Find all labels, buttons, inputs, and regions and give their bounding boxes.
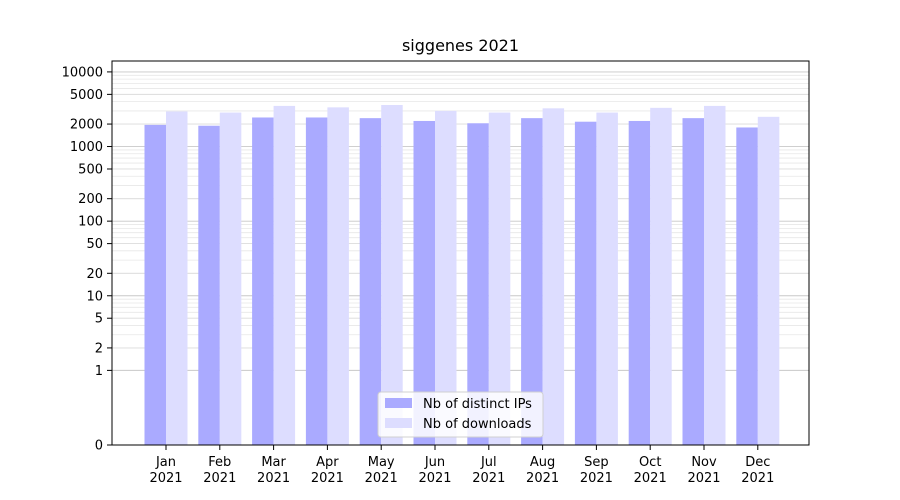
x-tick-label: Nov 2021 — [687, 455, 720, 486]
y-tick-label: 100 — [78, 215, 103, 230]
x-tick-label: Dec 2021 — [741, 455, 774, 486]
downloads-bar — [650, 107, 672, 446]
y-tick-label: 200 — [78, 192, 103, 207]
chart-title: siggenes 2021 — [402, 36, 519, 55]
x-tick-label: Feb 2021 — [203, 455, 236, 486]
distinct-ips-bar — [736, 127, 758, 445]
distinct-ips-bar — [682, 118, 704, 446]
distinct-ips-bar — [413, 120, 435, 445]
legend-box — [377, 391, 544, 438]
downloads-bar — [166, 111, 188, 445]
y-tick-label: 2000 — [70, 118, 103, 133]
distinct-ips-bar — [198, 125, 220, 446]
y-tick-label: 5000 — [70, 88, 103, 103]
x-tick-label: Jul 2021 — [472, 455, 505, 486]
distinct-ips-bar — [467, 123, 489, 445]
distinct-ips-bar — [521, 118, 543, 446]
distinct-ips-bar — [252, 117, 274, 446]
y-tick-label: 1 — [95, 364, 103, 379]
legend: Nb of distinct IPs Nb of downloads — [377, 391, 544, 438]
plot-area-frame — [111, 60, 810, 446]
legend-swatch-downloads — [385, 418, 412, 428]
y-tick-label: 10 — [86, 289, 103, 304]
x-tick-label: Jun 2021 — [418, 455, 451, 486]
y-tick-label: 0 — [95, 439, 103, 454]
downloads-bar — [381, 105, 403, 445]
legend-swatch-distinct-ips — [385, 398, 412, 408]
x-tick-label: Jan 2021 — [149, 455, 182, 486]
x-tick-label: Oct 2021 — [634, 455, 667, 486]
y-tick-label: 50 — [86, 237, 103, 252]
downloads-bar — [435, 110, 457, 446]
y-tick-label: 20 — [86, 267, 103, 282]
downloads-bar — [542, 108, 565, 445]
distinct-ips-bar — [628, 120, 651, 445]
y-tick-label: 5 — [95, 312, 103, 327]
distinct-ips-bar — [574, 121, 597, 446]
x-tick-label: Sep 2021 — [580, 455, 613, 486]
x-tick-label: Aug 2021 — [526, 455, 559, 486]
x-tick-label: May 2021 — [365, 455, 398, 486]
x-tick-label: Mar 2021 — [257, 455, 290, 486]
downloads-bar — [273, 105, 296, 446]
distinct-ips-bar — [144, 124, 166, 445]
downloads-bar — [219, 112, 242, 445]
y-axis: 0 1 2 5 10 20 50 100 200 500 1000 2000 5000 10000 — [62, 65, 112, 454]
legend-label-distinct-ips: Nb of distinct IPs — [423, 397, 532, 412]
y-tick-label: 1000 — [70, 140, 103, 155]
x-tick-label: Apr 2021 — [311, 455, 344, 486]
distinct-ips-bar — [359, 118, 382, 446]
downloads-bar — [757, 116, 780, 446]
y-tick-label: 2 — [95, 341, 103, 356]
legend-label-downloads: Nb of downloads — [423, 417, 532, 432]
y-tick-label: 500 — [78, 162, 103, 177]
y-tick-label: 10000 — [62, 65, 103, 80]
distinct-ips-bar — [305, 117, 328, 446]
downloads-bar — [327, 107, 349, 446]
bars — [144, 105, 780, 446]
downloads-bar — [704, 105, 726, 446]
downloads-bar — [596, 112, 618, 445]
downloads-bar — [488, 112, 511, 445]
x-axis: Jan 2021 Feb 2021 Mar 2021 Apr 2021 May 2021 Jun 20… — [149, 445, 774, 486]
